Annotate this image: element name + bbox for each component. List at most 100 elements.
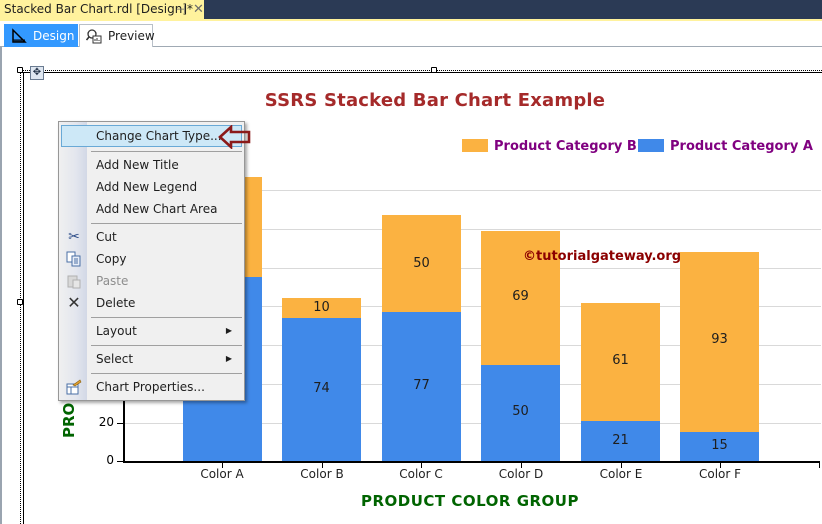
gridline-60 [124, 345, 821, 346]
menu-item-select[interactable]: Select ▶ [61, 348, 242, 370]
menu-separator [91, 345, 242, 346]
tab-preview-label: Preview [108, 29, 155, 43]
annotation-arrow-icon [218, 125, 251, 149]
x-tick [222, 462, 223, 468]
chart-title[interactable]: SSRS Stacked Bar Chart Example [264, 90, 606, 111]
chart-border-top [20, 72, 822, 73]
bar-color-f-category-b[interactable]: 93 [680, 252, 759, 432]
legend-swatch-blue [638, 139, 664, 152]
menu-item-label: Paste [96, 274, 129, 288]
gridline-120 [124, 229, 821, 230]
x-axis[interactable] [123, 461, 820, 463]
x-tick [720, 462, 721, 468]
menu-item-label: Copy [96, 252, 127, 266]
data-label: 21 [612, 433, 629, 448]
view-tabs: Design Preview [0, 21, 822, 47]
data-label: 69 [512, 289, 529, 304]
bar-color-d-category-b[interactable]: 69 [481, 231, 560, 365]
resize-handle-middle-left[interactable] [17, 299, 23, 305]
menu-item-add-new-legend[interactable]: Add New Legend [61, 176, 242, 198]
data-label: 15 [711, 438, 728, 453]
menu-item-add-new-chart-area[interactable]: Add New Chart Area [61, 198, 242, 220]
document-tab-underline [0, 19, 822, 21]
y-tick-label-20: 20 [98, 415, 114, 429]
paste-icon [66, 273, 82, 289]
menu-item-label: Layout [96, 324, 137, 338]
data-label: 93 [711, 332, 728, 347]
resize-handle-top-left[interactable] [17, 67, 23, 73]
legend-swatch-orange [462, 139, 488, 152]
menu-item-paste[interactable]: Paste [61, 270, 242, 292]
gridline-20 [124, 423, 821, 424]
bar-color-f-category-a[interactable]: 15 [680, 432, 759, 461]
left-frame-border [0, 47, 2, 524]
tab-design-label: Design [33, 29, 75, 43]
bar-color-e-category-b[interactable]: 61 [581, 303, 660, 421]
copy-icon [66, 251, 82, 267]
x-label-color-b: Color B [300, 467, 344, 481]
bar-color-e-category-a[interactable]: 21 [581, 421, 660, 461]
resize-handle-top-middle[interactable] [431, 67, 437, 73]
bar-color-d-category-a[interactable]: 50 [481, 365, 560, 461]
cut-icon: ✂ [68, 229, 80, 245]
menu-item-cut[interactable]: ✂ Cut [61, 226, 242, 248]
chart-border-left [23, 72, 24, 524]
x-tick [421, 462, 422, 468]
gridline-80 [124, 306, 821, 307]
bar-color-b-category-a[interactable]: 74 [282, 318, 361, 461]
y-tick-20 [117, 423, 124, 424]
tab-design[interactable]: Design [4, 24, 78, 47]
menu-item-delete[interactable]: ✕ Delete [61, 292, 242, 314]
watermark-text: ©tutorialgateway.org [523, 249, 682, 264]
menu-item-label: Chart Properties... [96, 380, 205, 394]
menu-item-label: Add New Title [96, 158, 179, 172]
x-label-color-f: Color F [698, 467, 742, 481]
menu-item-change-chart-type[interactable]: Change Chart Type... [61, 125, 242, 147]
x-tick [521, 462, 522, 468]
bar-color-c-category-b[interactable]: 50 [382, 215, 461, 312]
bar-color-b-category-b[interactable]: 10 [282, 298, 361, 318]
menu-item-label: Delete [96, 296, 136, 310]
x-axis-title[interactable]: PRODUCT COLOR GROUP [361, 492, 579, 510]
gridline-140 [124, 190, 821, 191]
data-label: 61 [612, 353, 629, 368]
legend-item-category-a[interactable]: Product Category A [638, 139, 813, 157]
y-axis-title[interactable]: PRO [60, 402, 78, 438]
document-tab[interactable]: Stacked Bar Chart.rdl [Design]* ⊣ ✕ [0, 0, 204, 19]
y-tick-0 [117, 461, 124, 462]
submenu-arrow-icon: ▶ [225, 354, 232, 363]
legend-label: Product Category B [494, 139, 637, 154]
x-label-color-a: Color A [200, 467, 244, 481]
gridline-40 [124, 384, 821, 385]
move-handle-icon[interactable]: ✥ [30, 66, 44, 80]
pin-icon[interactable]: ⊣ [176, 3, 186, 16]
gridline-100 [124, 268, 821, 269]
submenu-arrow-icon: ▶ [225, 326, 232, 335]
delete-icon: ✕ [67, 293, 81, 312]
menu-item-layout[interactable]: Layout ▶ [61, 320, 242, 342]
design-ruler-icon [12, 28, 27, 43]
menu-item-add-new-title[interactable]: Add New Title [61, 154, 242, 176]
x-tick [322, 462, 323, 468]
context-menu: Change Chart Type... Add New Title Add N… [58, 121, 245, 401]
x-tick [621, 462, 622, 468]
menu-separator [91, 151, 242, 152]
menu-item-chart-properties[interactable]: Chart Properties... [61, 376, 242, 398]
x-label-color-c: Color C [399, 467, 443, 481]
data-label: 74 [313, 381, 330, 396]
legend-label: Product Category A [670, 139, 813, 154]
close-icon[interactable]: ✕ [193, 2, 204, 17]
x-tick [819, 462, 820, 468]
menu-item-copy[interactable]: Copy [61, 248, 242, 270]
data-label: 50 [413, 256, 430, 271]
menu-item-label: Add New Legend [96, 180, 198, 194]
x-label-color-d: Color D [498, 467, 544, 481]
data-label: 77 [413, 378, 430, 393]
menu-item-label: Change Chart Type... [96, 129, 222, 143]
x-label-color-e: Color E [599, 467, 643, 481]
menu-item-label: Select [96, 352, 134, 366]
tab-preview[interactable]: Preview [79, 24, 155, 47]
legend-item-category-b[interactable]: Product Category B [462, 139, 637, 157]
bar-color-c-category-a[interactable]: 77 [382, 312, 461, 461]
